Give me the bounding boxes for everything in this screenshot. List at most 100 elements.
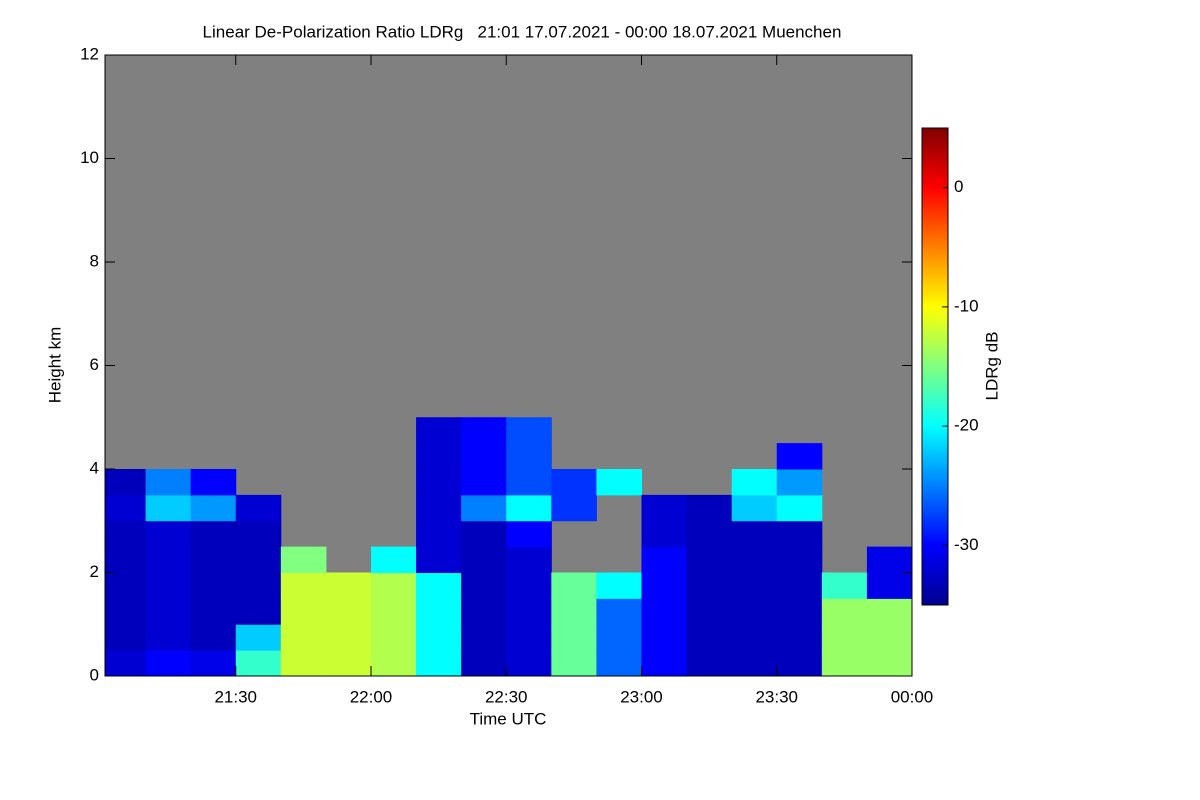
y-tick-label: 4 xyxy=(90,458,99,477)
heatmap-cell xyxy=(416,443,462,470)
colorbar-tick-label: -30 xyxy=(954,535,979,554)
heatmap-cell xyxy=(506,624,552,651)
y-axis-label: Height km xyxy=(45,327,64,404)
heatmap-cell xyxy=(506,598,552,625)
heatmap-cell xyxy=(866,572,913,599)
heatmap-cell xyxy=(190,469,237,496)
y-tick-label: 8 xyxy=(90,251,99,270)
heatmap-cell xyxy=(190,624,237,651)
heatmap-cell xyxy=(105,469,147,496)
heatmap-cell xyxy=(596,598,642,625)
heatmap-cell xyxy=(105,520,147,548)
heatmap-cell xyxy=(461,520,507,548)
heatmap-cell xyxy=(416,598,462,625)
heatmap-cell xyxy=(105,624,147,651)
heatmap-cell xyxy=(506,469,552,496)
heatmap-cell xyxy=(686,546,733,573)
heatmap-cell xyxy=(686,494,733,522)
heatmap-cell xyxy=(731,650,778,677)
heatmap-cell xyxy=(370,650,417,677)
heatmap-cell xyxy=(416,469,462,496)
heatmap-cell xyxy=(776,494,823,522)
heatmap-cell xyxy=(461,469,507,496)
heatmap-cell xyxy=(866,624,913,651)
heatmap-cell xyxy=(506,520,552,548)
heatmap-cell xyxy=(105,650,147,677)
heatmap-cell xyxy=(105,546,147,573)
heatmap-cell xyxy=(416,572,462,599)
x-tick-label: 23:00 xyxy=(620,687,663,706)
heatmap-cell xyxy=(596,624,642,651)
heatmap-cell xyxy=(731,469,778,496)
heatmap-cell xyxy=(506,546,552,573)
heatmap-cell xyxy=(596,469,642,496)
heatmap-cell xyxy=(325,624,372,651)
heatmap-cell xyxy=(145,520,192,548)
x-tick-label: 22:00 xyxy=(350,687,393,706)
x-tick-label: 00:00 xyxy=(891,687,934,706)
heatmap-cell xyxy=(821,572,868,599)
heatmap-cell xyxy=(461,572,507,599)
heatmap-cell xyxy=(235,624,282,651)
heatmap-cell xyxy=(190,598,237,625)
colorbar-label: LDRg dB xyxy=(982,332,1001,401)
heatmap-cell xyxy=(461,650,507,677)
heatmap-cell xyxy=(686,650,733,677)
heatmap-cell xyxy=(596,650,642,677)
heatmap-cell xyxy=(190,494,237,522)
heatmap-cell xyxy=(145,598,192,625)
heatmap-cell xyxy=(325,650,372,677)
heatmap-cell xyxy=(776,650,823,677)
heatmap-cell xyxy=(641,520,688,548)
colorbar xyxy=(921,127,949,606)
x-tick-label: 22:30 xyxy=(485,687,528,706)
heatmap-cell xyxy=(416,624,462,651)
heatmap-cell xyxy=(190,520,237,548)
y-tick-label: 6 xyxy=(90,355,99,374)
heatmap-cell xyxy=(416,417,462,444)
heatmap-cell xyxy=(190,650,237,677)
heatmap-cell xyxy=(731,572,778,599)
heatmap-cell xyxy=(821,624,868,651)
x-tick-label: 23:30 xyxy=(755,687,798,706)
heatmap-cell xyxy=(235,598,282,625)
heatmap-cell xyxy=(370,572,417,599)
heatmap-cell xyxy=(506,650,552,677)
heatmap-cell xyxy=(145,572,192,599)
heatmap-cell xyxy=(461,417,507,444)
heatmap-cell xyxy=(551,494,597,522)
heatmap-cell xyxy=(641,572,688,599)
heatmap-cell xyxy=(145,469,192,496)
heatmap-cell xyxy=(731,546,778,573)
heatmap-cell xyxy=(416,494,462,522)
heatmap-cell xyxy=(280,598,327,625)
heatmap-cell xyxy=(235,546,282,573)
heatmap-cell xyxy=(776,572,823,599)
heatmap-cell xyxy=(145,494,192,522)
y-tick-label: 0 xyxy=(90,665,99,684)
heatmap-cell xyxy=(280,572,327,599)
heatmap-cell xyxy=(551,469,597,496)
heatmap-cell xyxy=(596,572,642,599)
heatmap-cell xyxy=(551,650,597,677)
heatmap-cell xyxy=(866,598,913,625)
heatmap-cell xyxy=(506,443,552,470)
y-tick-label: 2 xyxy=(90,562,99,581)
chart-title: Linear De-Polarization Ratio LDRg 21:01 … xyxy=(203,22,842,41)
heatmap-cell xyxy=(325,598,372,625)
heatmap-cell xyxy=(821,650,868,677)
heatmap-cell xyxy=(280,624,327,651)
colorbar-tick-label: 0 xyxy=(954,177,963,196)
heatmap-cell xyxy=(105,572,147,599)
heatmap-cell xyxy=(686,624,733,651)
heatmap-cell xyxy=(235,520,282,548)
heatmap-cell xyxy=(416,520,462,548)
heatmap-cell xyxy=(776,443,823,470)
heatmap-cell xyxy=(190,546,237,573)
heatmap-cell xyxy=(370,624,417,651)
heatmap-cell xyxy=(370,546,417,573)
heatmap-cell xyxy=(461,624,507,651)
heatmap-cell xyxy=(506,494,552,522)
heatmap-cell xyxy=(866,650,913,677)
